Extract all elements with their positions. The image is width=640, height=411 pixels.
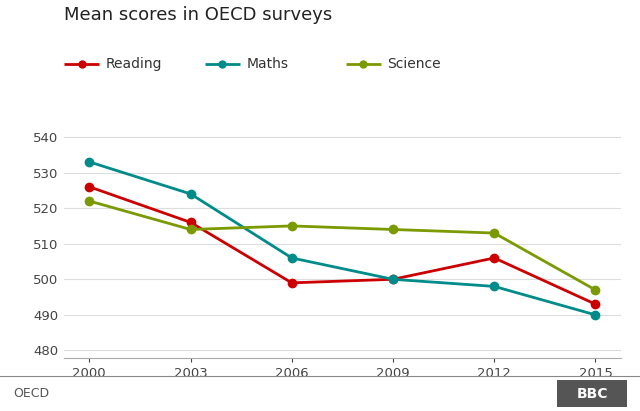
Maths <box>288 256 296 261</box>
Line: Reading: Reading <box>85 182 600 308</box>
Line: Maths: Maths <box>85 158 600 319</box>
Text: Mean scores in OECD surveys: Mean scores in OECD surveys <box>64 6 332 24</box>
Text: Reading: Reading <box>106 57 162 71</box>
Maths <box>86 159 93 164</box>
Science <box>389 227 397 232</box>
Reading <box>187 220 195 225</box>
Science <box>288 224 296 229</box>
Maths <box>389 277 397 282</box>
Maths <box>490 284 498 289</box>
Line: Science: Science <box>85 197 600 294</box>
Science <box>187 227 195 232</box>
Maths <box>187 192 195 196</box>
Text: BBC: BBC <box>576 386 608 401</box>
Text: Maths: Maths <box>246 57 289 71</box>
Reading <box>288 280 296 285</box>
Text: OECD: OECD <box>13 387 49 400</box>
Reading <box>389 277 397 282</box>
Science <box>591 288 599 293</box>
Text: Science: Science <box>387 57 441 71</box>
Reading <box>591 302 599 307</box>
Maths <box>591 312 599 317</box>
Science <box>86 199 93 203</box>
Reading <box>86 184 93 189</box>
Science <box>490 231 498 236</box>
Reading <box>490 256 498 261</box>
